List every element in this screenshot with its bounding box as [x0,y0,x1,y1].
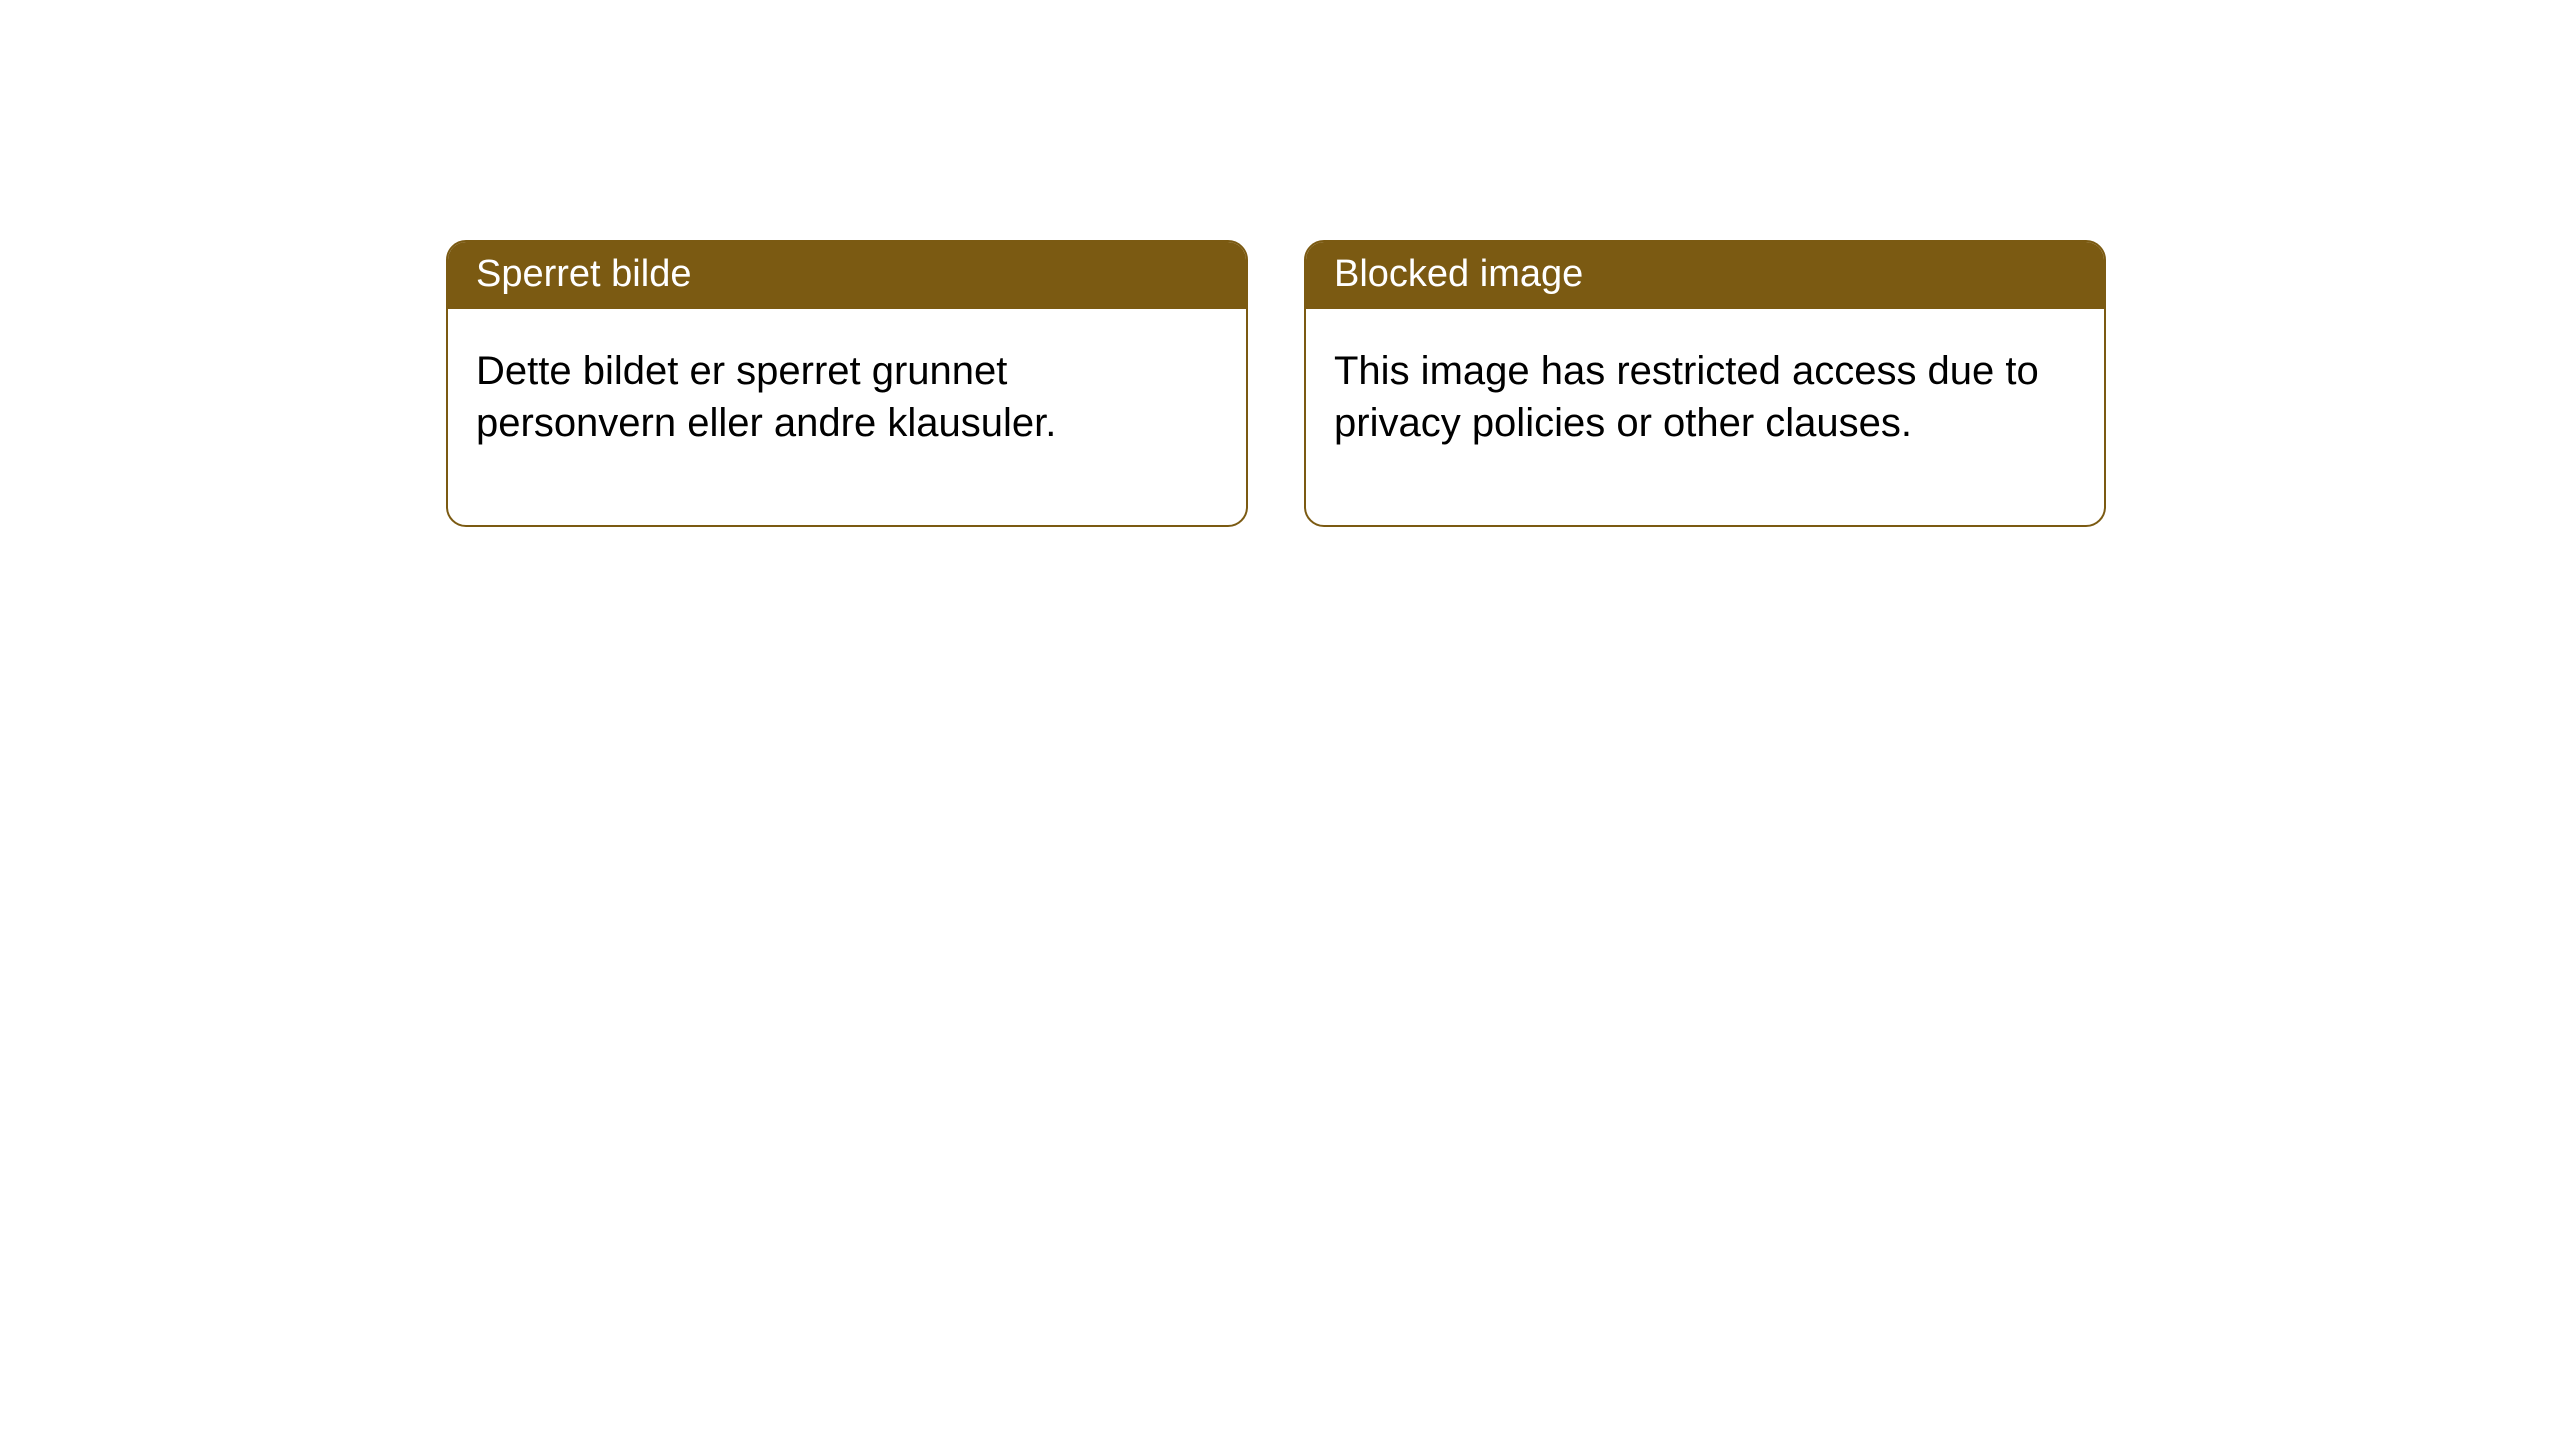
notice-card-title-norwegian: Sperret bilde [448,242,1246,309]
notice-card-norwegian: Sperret bilde Dette bildet er sperret gr… [446,240,1248,527]
notice-card-english: Blocked image This image has restricted … [1304,240,2106,527]
notice-container: Sperret bilde Dette bildet er sperret gr… [0,0,2560,527]
notice-card-body-english: This image has restricted access due to … [1306,309,2104,525]
notice-card-title-english: Blocked image [1306,242,2104,309]
notice-card-body-norwegian: Dette bildet er sperret grunnet personve… [448,309,1246,525]
